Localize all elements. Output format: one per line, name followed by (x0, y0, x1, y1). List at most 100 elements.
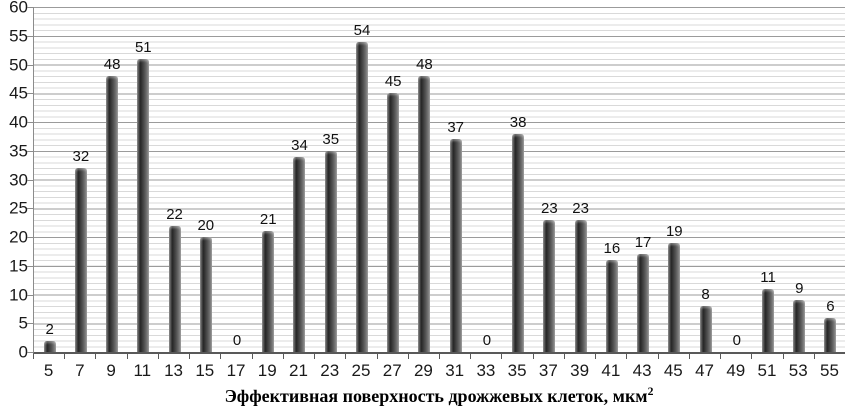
bar-value-label: 8 (701, 286, 710, 303)
x-axis-tick-mark (189, 354, 191, 359)
bar-category: 48 (409, 7, 440, 352)
bar-category: 0 (221, 7, 252, 352)
bar-category: 11 (752, 7, 783, 352)
y-axis-tick-label: 30 (9, 170, 28, 189)
bar-category: 51 (128, 7, 159, 352)
bar-value-label: 38 (509, 113, 527, 131)
x-axis-tick-mark (657, 354, 659, 359)
bar-value-label: 22 (166, 205, 183, 223)
bar-category: 0 (471, 7, 502, 352)
x-axis-tick-mark (33, 354, 34, 359)
y-axis-tick-label: 5 (18, 313, 28, 333)
bar (199, 237, 212, 352)
x-axis-tick-label: 29 (413, 361, 433, 380)
bar (262, 231, 275, 352)
y-axis-tick-mark (27, 237, 34, 238)
y-axis-tick-label: 25 (9, 198, 28, 218)
x-axis-tick-mark (439, 354, 440, 359)
x-axis-tick-label: 41 (601, 361, 621, 380)
x-axis-tick-label: 23 (320, 361, 340, 380)
x-axis-tick-label: 27 (382, 361, 402, 380)
x-axis-tick-mark (595, 354, 597, 359)
x-axis-tick-label: 7 (75, 361, 85, 380)
bar (293, 156, 306, 352)
x-axis-tick-mark (813, 354, 815, 359)
bar-category: 32 (65, 7, 96, 352)
bar-value-label: 2 (45, 320, 54, 338)
bar (74, 168, 87, 352)
bar-value-label: 45 (384, 73, 402, 91)
bar-category: 23 (565, 7, 596, 352)
bar-category: 20 (190, 7, 221, 352)
bar (605, 260, 618, 352)
x-axis-tick-label: 11 (133, 361, 152, 380)
x-axis-title-superscript: 2 (647, 385, 654, 398)
x-axis-tick-mark (314, 354, 316, 359)
y-axis-tick-label: 10 (9, 285, 28, 304)
bar (668, 242, 681, 352)
y-axis-tick-mark (27, 294, 34, 296)
x-axis-tick-mark (251, 354, 253, 359)
bar-value-label: 48 (416, 56, 433, 73)
bar (387, 93, 400, 352)
x-axis-tick-label: 15 (195, 361, 215, 380)
bar (574, 219, 587, 352)
bar-value-label: 23 (541, 199, 558, 217)
bar-value-label: 21 (259, 211, 277, 229)
bar-value-label: 0 (232, 332, 242, 349)
bar-category: 6 (815, 7, 845, 352)
bar (512, 133, 525, 352)
x-axis-tick-mark (470, 354, 472, 359)
bar-category: 2 (34, 7, 65, 352)
bar-value-label: 51 (134, 38, 152, 56)
bar-category: 19 (659, 7, 690, 352)
bar (168, 225, 181, 352)
x-axis-tick-label: 25 (351, 361, 371, 380)
bar-category: 35 (315, 7, 346, 352)
bar (762, 288, 774, 352)
x-axis-tick-mark (220, 354, 222, 359)
y-axis-tick-mark (27, 323, 34, 325)
bar (637, 254, 650, 352)
bar-value-label: 11 (760, 268, 776, 286)
bar-category: 23 (534, 7, 565, 352)
bar-category: 48 (96, 7, 127, 352)
y-axis-tick-mark (27, 265, 34, 267)
y-axis-tick-mark (27, 93, 34, 95)
bars-container: 2 32 48 51 22 20 0 21 34 35 54 45 48 37 0 38 23 23 16 17 19 8… (34, 7, 845, 352)
x-axis-tick-mark (157, 354, 159, 359)
bar-value-label: 48 (103, 56, 121, 73)
bar-category: 45 (378, 7, 409, 352)
x-axis-tick-label: 43 (632, 361, 652, 380)
bar (324, 150, 337, 352)
x-axis-tick-label: 21 (289, 361, 308, 380)
plot-area: 2 32 48 51 22 20 0 21 34 35 54 45 48 37 0 38 23 23 16 17 19 8… (33, 7, 845, 354)
x-axis-tick-mark (688, 354, 690, 359)
bar-value-label: 0 (732, 332, 741, 349)
y-axis-tick-mark (27, 64, 34, 66)
bar (543, 219, 556, 352)
bar (418, 76, 431, 352)
x-axis-tick-mark (782, 354, 784, 359)
x-axis-tick-label: 39 (570, 361, 590, 380)
x-axis-tick-label: 19 (257, 361, 277, 380)
x-axis-tick-mark (95, 354, 97, 359)
bar (824, 317, 837, 352)
y-axis-tick-mark (27, 7, 34, 8)
y-axis-tick-label: 15 (9, 256, 28, 276)
x-axis-title: Эффективная поверхность дрожжевых клеток… (33, 385, 845, 407)
x-axis-tick-label: 35 (507, 361, 527, 380)
y-axis-tick-mark (27, 122, 34, 123)
x-axis-tick-mark (751, 354, 753, 359)
bar-category: 8 (690, 7, 721, 352)
x-axis-tick-label: 13 (164, 361, 184, 380)
bar-category: 9 (784, 7, 815, 352)
bar-value-label: 17 (634, 234, 652, 252)
x-axis-tick-mark (376, 354, 378, 359)
x-axis-tick-label: 49 (726, 361, 746, 380)
x-axis-tick-mark (626, 354, 628, 359)
bar (106, 76, 119, 352)
y-axis-tick-label: 0 (18, 342, 28, 362)
x-axis-tick-label: 33 (476, 361, 496, 380)
